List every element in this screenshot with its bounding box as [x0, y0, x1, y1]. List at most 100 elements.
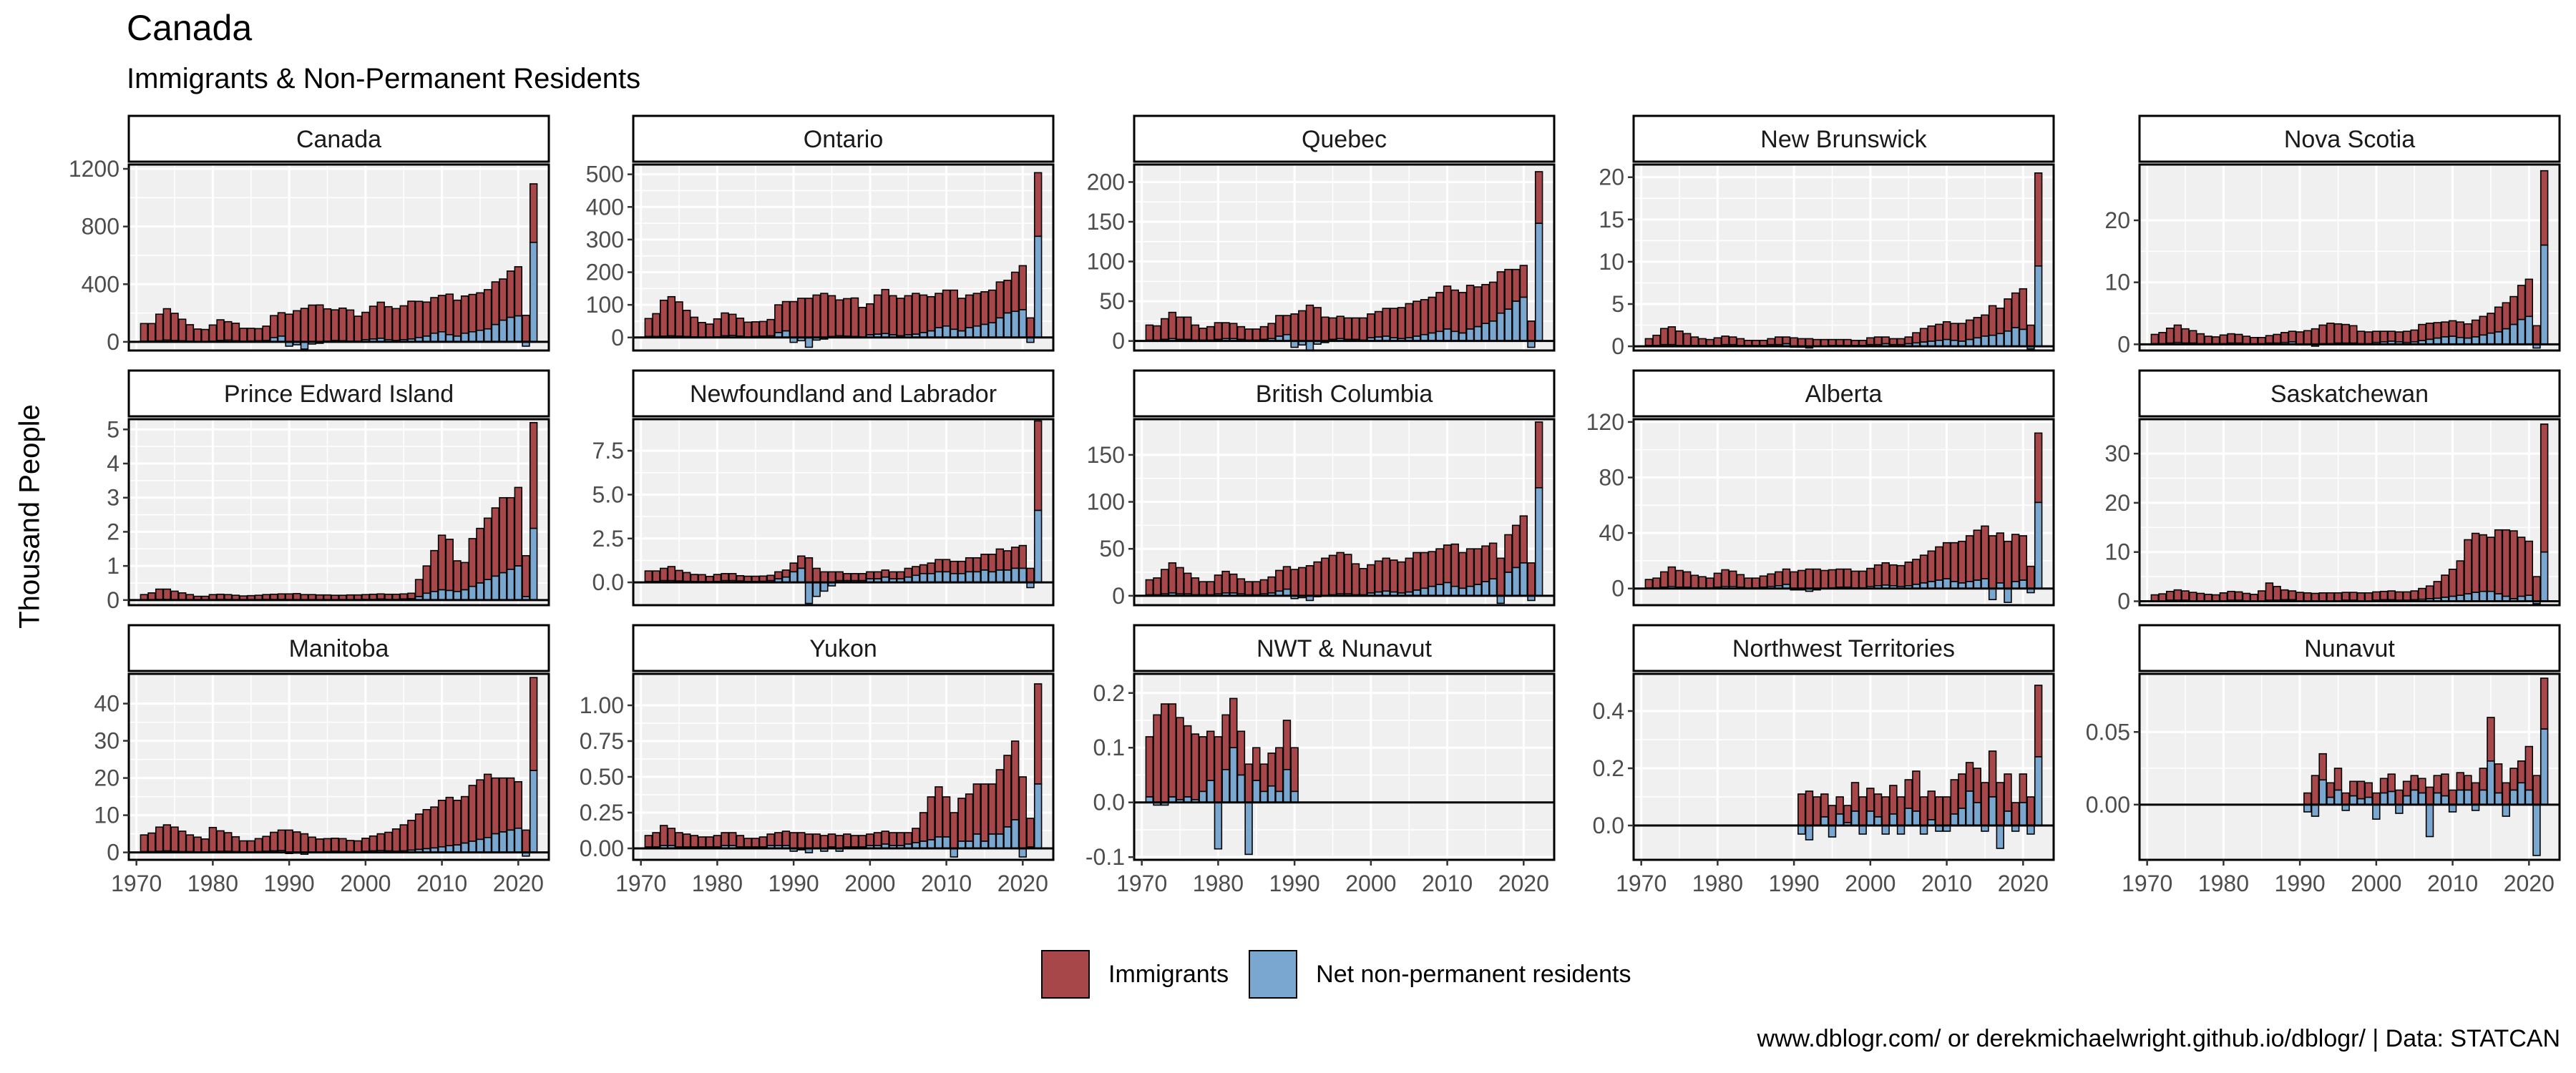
bar-nonperm [1236, 774, 1246, 803]
bar-immigrants [1282, 566, 1292, 590]
y-tick-label: 0 [1112, 328, 1125, 354]
facet-panel: Canada 0 400 800 1200 [69, 114, 550, 355]
bar-immigrants [1889, 564, 1898, 587]
bar-immigrants [208, 324, 218, 342]
bar-immigrants [965, 294, 974, 328]
bar-immigrants [430, 549, 439, 592]
facet-strip [1632, 114, 2055, 163]
bar-nonperm [1889, 813, 1898, 826]
bar-immigrants [2196, 333, 2205, 345]
bar-immigrants [675, 569, 683, 582]
bar-nonperm [2479, 334, 2487, 346]
bar-immigrants [713, 318, 722, 338]
bar-immigrants [789, 562, 798, 573]
x-tick-label: 2010 [1921, 871, 1972, 896]
bar-immigrants [698, 836, 706, 848]
bar-nonperm [1519, 562, 1528, 597]
bar-immigrants [2502, 782, 2511, 805]
bar-immigrants [2364, 592, 2373, 602]
bar-immigrants [2303, 792, 2312, 805]
bar-nonperm [1010, 819, 1020, 849]
facet-panel: Quebec 0 50 100 150 200 [1087, 114, 1556, 354]
bar-immigrants [950, 289, 958, 330]
facet-strip-label: Newfoundland and Labrador [690, 381, 997, 408]
bar-nonperm [1820, 816, 1829, 826]
y-tick-label: 3 [107, 485, 119, 511]
bar-immigrants [2349, 592, 2358, 601]
bar-immigrants [353, 840, 362, 853]
facet-strip-label: Ontario [804, 126, 884, 153]
bar-nonperm [499, 831, 507, 853]
bar-immigrants [1033, 172, 1043, 237]
bar-immigrants [1896, 564, 1906, 587]
bar-immigrants [2019, 535, 2028, 581]
bar-nonperm [1465, 585, 1475, 597]
bar-immigrants [1259, 325, 1269, 340]
bar-immigrants [2410, 590, 2419, 601]
x-tick-label: 2020 [997, 871, 1048, 896]
y-tick-label: 400 [586, 194, 624, 220]
y-tick-label: 10 [2104, 539, 2130, 565]
bar-immigrants [460, 562, 469, 591]
bar-immigrants [667, 566, 676, 582]
bar-immigrants [1775, 571, 1783, 587]
bar-immigrants [2258, 336, 2266, 345]
bar-immigrants [155, 826, 164, 852]
y-tick-label: 5 [107, 416, 119, 442]
bar-immigrants [1713, 337, 1722, 346]
bar-immigrants [812, 567, 821, 583]
panel-border [1133, 418, 1556, 607]
bar-immigrants [1935, 796, 1943, 826]
bar-nonperm [1018, 848, 1028, 858]
bar-nonperm [2532, 804, 2541, 856]
bar-nonperm [965, 571, 974, 583]
bar-immigrants [1927, 550, 1936, 582]
y-tick-label: 0.25 [580, 800, 624, 825]
bar-nonperm [1958, 808, 1966, 826]
y-tick-label: 0.2 [1093, 680, 1125, 706]
y-tick-label: 10 [1599, 249, 1624, 275]
bar-immigrants [758, 575, 768, 582]
bar-immigrants [224, 320, 233, 341]
bar-immigrants [942, 796, 951, 838]
bar-immigrants [1168, 311, 1177, 340]
y-tick-label: 0 [2117, 588, 2130, 614]
bar-immigrants [1690, 574, 1699, 589]
bar-nonperm [2004, 810, 2012, 826]
bar-immigrants [682, 572, 691, 582]
legend-label-nonperm: Net non-permanent residents [1316, 960, 1631, 988]
x-tick-label: 2000 [844, 871, 895, 896]
bar-immigrants [1866, 567, 1875, 587]
bar-nonperm [2019, 328, 2028, 347]
bar-immigrants [414, 300, 424, 338]
bar-immigrants [706, 323, 714, 338]
y-tick-label: 5 [1611, 291, 1624, 317]
bar-immigrants [2387, 330, 2396, 342]
bar-nonperm [2425, 804, 2434, 838]
bar-immigrants [391, 593, 401, 600]
bar-immigrants [2456, 772, 2464, 791]
bar-nonperm [1835, 813, 1844, 826]
bar-immigrants [2364, 782, 2373, 798]
bar-immigrants [2341, 323, 2350, 344]
bar-immigrants [957, 798, 966, 842]
bar-immigrants [774, 304, 783, 333]
bar-immigrants [483, 517, 492, 581]
bar-immigrants [170, 590, 179, 601]
bar-nonperm [942, 571, 951, 583]
bar-immigrants [1912, 770, 1921, 812]
bar-immigrants [476, 292, 484, 331]
bar-immigrants [2150, 333, 2160, 345]
x-tick-label: 1980 [692, 871, 743, 896]
bar-immigrants [2479, 315, 2487, 336]
bar-immigrants [1644, 579, 1654, 589]
bar-immigrants [147, 592, 156, 601]
bar-immigrants [1305, 565, 1314, 597]
bar-immigrants [957, 298, 966, 332]
bar-immigrants [1904, 336, 1913, 345]
bar-immigrants [376, 301, 385, 339]
bar-immigrants [1305, 304, 1314, 342]
bar-immigrants [2034, 432, 2043, 504]
bar-immigrants [1229, 323, 1238, 340]
bar-immigrants [2441, 773, 2449, 797]
